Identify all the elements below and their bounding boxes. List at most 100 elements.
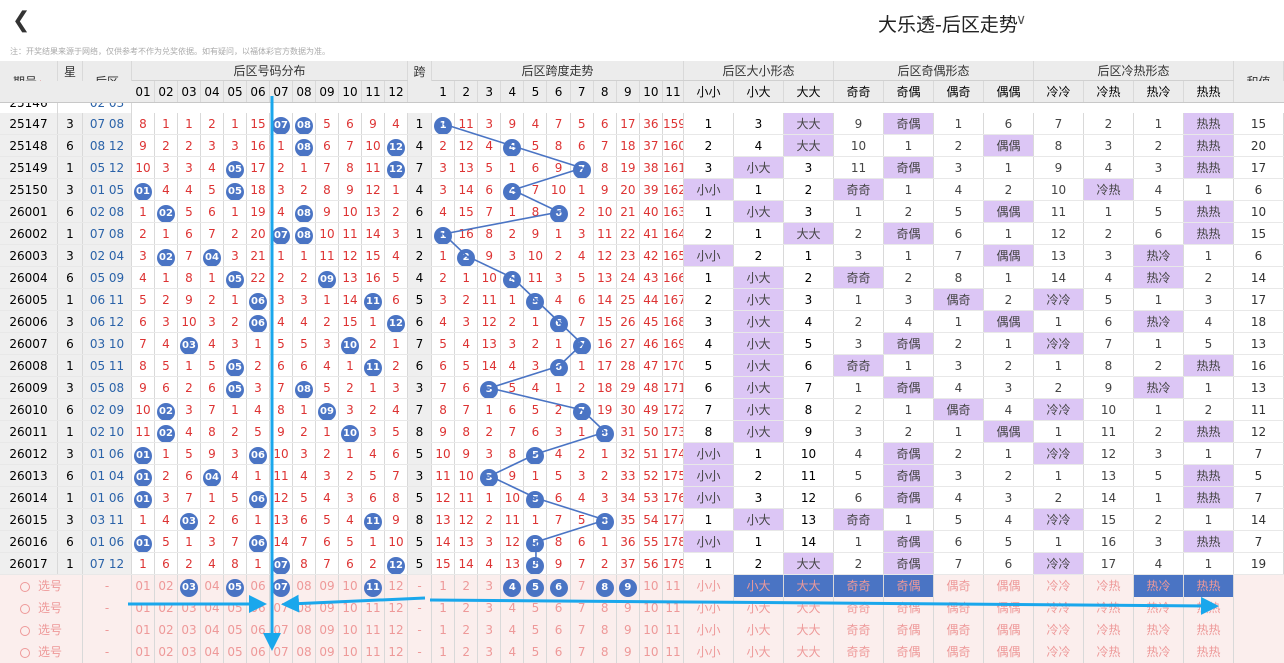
select-number[interactable]: 03 xyxy=(178,597,201,619)
select-number[interactable]: 08 xyxy=(293,641,316,663)
select-span[interactable]: 4 xyxy=(501,597,525,619)
select-span[interactable]: 4 xyxy=(501,619,525,641)
select-number[interactable]: 02 xyxy=(155,597,178,619)
select-span[interactable]: 11 xyxy=(663,619,684,641)
select-ch-option[interactable]: 热热 xyxy=(1184,597,1234,619)
select-span[interactable]: 7 xyxy=(571,597,594,619)
radio-icon[interactable] xyxy=(20,647,30,658)
select-span[interactable]: 7 xyxy=(571,641,594,663)
select-number[interactable]: 04 xyxy=(201,597,224,619)
span-option[interactable]: 11 xyxy=(665,645,681,659)
span-option[interactable]: 2 xyxy=(462,623,470,637)
select-bs-option[interactable]: 小小 xyxy=(684,575,734,597)
span-option[interactable]: 7 xyxy=(577,645,586,659)
select-span[interactable]: 9 xyxy=(617,619,640,641)
select-bs-option[interactable]: 小大 xyxy=(734,641,784,663)
select-number[interactable]: 04 xyxy=(201,641,224,663)
select-oe-option[interactable]: 奇奇 xyxy=(834,597,884,619)
number-option[interactable]: 12 xyxy=(388,601,404,615)
number-option[interactable]: 08 xyxy=(296,601,312,615)
select-span[interactable]: 1 xyxy=(432,619,456,641)
number-option[interactable]: 07 xyxy=(273,645,289,659)
select-span[interactable]: 6 xyxy=(548,597,571,619)
select-label[interactable]: 选号 xyxy=(0,575,83,597)
select-span[interactable]: 1 xyxy=(432,597,456,619)
number-option[interactable]: 05 xyxy=(227,623,243,637)
number-option[interactable]: 09 xyxy=(319,623,335,637)
number-option[interactable]: 05 xyxy=(227,601,243,615)
select-oe-option[interactable]: 奇偶 xyxy=(884,597,934,619)
span-option[interactable]: 2 xyxy=(462,601,470,615)
select-number[interactable]: 06 xyxy=(247,641,270,663)
select-span[interactable]: 3 xyxy=(478,619,502,641)
span-option[interactable]: 1 xyxy=(439,579,447,593)
select-number[interactable]: 01 xyxy=(132,641,155,663)
select-oe-option[interactable]: 奇奇 xyxy=(834,575,884,597)
number-option[interactable]: 06 xyxy=(250,579,266,593)
select-ch-option[interactable]: 冷热 xyxy=(1084,641,1134,663)
span-option[interactable]: 5 xyxy=(531,623,540,637)
select-number[interactable]: 04 xyxy=(201,575,224,597)
select-number[interactable]: 11 xyxy=(362,619,385,641)
select-number[interactable]: 12 xyxy=(385,619,408,641)
select-number[interactable]: 03 xyxy=(178,641,201,663)
select-number[interactable]: 08 xyxy=(293,597,316,619)
number-option[interactable]: 09 xyxy=(319,601,335,615)
select-number[interactable]: 10 xyxy=(339,641,362,663)
span-option[interactable]: 4 xyxy=(503,579,522,597)
select-oe-option[interactable]: 偶奇 xyxy=(934,641,984,663)
select-span[interactable]: 7 xyxy=(571,619,594,641)
select-span[interactable]: 1 xyxy=(432,641,456,663)
select-oe-option[interactable]: 偶偶 xyxy=(984,641,1034,663)
span-option[interactable]: 4 xyxy=(508,601,517,615)
span-option[interactable]: 4 xyxy=(508,623,517,637)
number-option[interactable]: 04 xyxy=(204,623,220,637)
select-number[interactable]: 02 xyxy=(155,575,178,597)
select-span[interactable]: 5 xyxy=(524,619,548,641)
select-oe-option[interactable]: 偶偶 xyxy=(984,575,1034,597)
select-number[interactable]: 09 xyxy=(316,575,339,597)
number-option[interactable]: 11 xyxy=(365,601,381,615)
select-span[interactable]: 2 xyxy=(455,619,479,641)
number-option[interactable]: 06 xyxy=(250,645,266,659)
select-label[interactable]: 选号 xyxy=(0,597,83,619)
select-ch-option[interactable]: 热热 xyxy=(1184,575,1234,597)
number-option[interactable]: 10 xyxy=(342,601,358,615)
span-option[interactable]: 11 xyxy=(665,579,681,593)
span-option[interactable]: 7 xyxy=(577,579,586,593)
select-number[interactable]: 06 xyxy=(247,575,270,597)
select-ch-option[interactable]: 热冷 xyxy=(1134,619,1184,641)
select-ch-option[interactable]: 冷冷 xyxy=(1034,597,1084,619)
span-option[interactable]: 3 xyxy=(485,623,494,637)
number-option[interactable]: 01 xyxy=(135,601,151,615)
select-span[interactable]: 3 xyxy=(478,575,502,597)
number-option[interactable]: 11 xyxy=(365,623,381,637)
span-option[interactable]: 6 xyxy=(554,601,563,615)
span-option[interactable]: 3 xyxy=(485,579,494,593)
number-option[interactable]: 10 xyxy=(342,579,358,593)
select-number[interactable]: 07 xyxy=(270,597,293,619)
select-number[interactable]: 10 xyxy=(339,575,362,597)
select-span[interactable]: 3 xyxy=(478,641,502,663)
select-ch-option[interactable]: 热热 xyxy=(1184,619,1234,641)
select-span[interactable]: 8 xyxy=(594,641,617,663)
select-number[interactable]: 12 xyxy=(385,575,408,597)
select-number[interactable]: 09 xyxy=(316,641,339,663)
select-ch-option[interactable]: 冷冷 xyxy=(1034,641,1084,663)
select-number[interactable]: 12 xyxy=(385,641,408,663)
number-option[interactable]: 06 xyxy=(250,623,266,637)
span-option[interactable]: 7 xyxy=(577,601,586,615)
span-option[interactable]: 1 xyxy=(439,645,447,659)
select-number[interactable]: 02 xyxy=(155,641,178,663)
span-option[interactable]: 3 xyxy=(485,601,494,615)
number-option[interactable]: 02 xyxy=(158,601,174,615)
span-option[interactable]: 4 xyxy=(508,645,517,659)
select-span[interactable]: 6 xyxy=(548,575,571,597)
select-span[interactable]: 1 xyxy=(432,575,456,597)
select-number[interactable]: 08 xyxy=(293,575,316,597)
span-option[interactable]: 7 xyxy=(577,623,586,637)
span-option[interactable]: 1 xyxy=(439,623,447,637)
select-bs-option[interactable]: 大大 xyxy=(784,619,834,641)
select-span[interactable]: 10 xyxy=(640,619,663,641)
number-option[interactable]: 09 xyxy=(319,579,335,593)
